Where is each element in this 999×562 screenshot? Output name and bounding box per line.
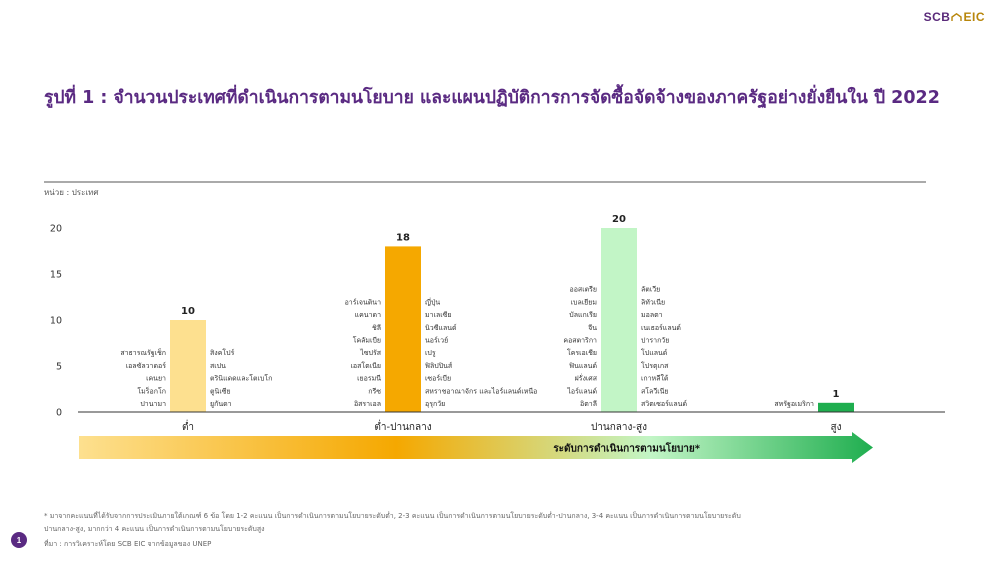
country-label: ตรินิแดดและโตเบโก: [210, 374, 272, 383]
country-label: ออสเตรีย: [570, 286, 597, 294]
bar: [170, 320, 206, 412]
country-label: สหรัฐอเมริกา: [774, 400, 814, 408]
bar: [818, 402, 854, 412]
x-category-label: สูง: [831, 422, 842, 433]
country-label: เนเธอร์แลนด์: [641, 324, 681, 332]
country-label: ลิทัวเนีย: [641, 298, 665, 306]
country-label: นอร์เวย์: [425, 337, 448, 345]
country-label: เยอรมนี: [357, 375, 381, 383]
country-label: สวิตเซอร์แลนด์: [641, 400, 687, 408]
country-label: เอลซัลวาดอร์: [126, 362, 167, 370]
y-tick-label: 15: [50, 270, 62, 281]
country-label: ฟิลิปปินส์: [425, 362, 453, 370]
x-category-label: ปานกลาง-สูง: [591, 422, 647, 433]
country-label: สโลวีเนีย: [641, 386, 669, 395]
source-note: ที่มา : การวิเคราะห์โดย SCB EIC จากข้อมู…: [44, 540, 212, 548]
country-label: เกาหลีใต้: [641, 374, 669, 383]
bar-value-label: 1: [833, 389, 840, 400]
country-label: เอสโตเนีย: [351, 361, 381, 370]
country-label: โมร็อกโก: [137, 386, 166, 395]
brand-logo: SCB EIC: [924, 10, 985, 24]
x-category-label: ต่ำ: [182, 419, 194, 433]
country-label: ยูกันดา: [210, 400, 232, 408]
brand-suffix: EIC: [963, 10, 985, 24]
bar-value-label: 10: [181, 306, 195, 317]
page-number: 1: [11, 532, 27, 548]
bar-value-label: 20: [612, 214, 626, 225]
country-label: ฝรั่งเศส: [575, 374, 598, 383]
country-label: เซอร์เบีย: [425, 375, 451, 383]
country-label: เคนยา: [146, 375, 166, 383]
country-label: ตูนิเซีย: [210, 387, 231, 395]
country-label: ลัตเวีย: [641, 286, 660, 294]
bar: [601, 228, 637, 412]
country-label: ไอร์แลนด์: [566, 386, 597, 395]
footnote: * มาจากคะแนนที่ได้รับจากการประเมินภายใต้…: [44, 512, 741, 533]
bar: [385, 246, 421, 412]
country-label: สเปน: [210, 362, 226, 370]
country-label: เปรู: [425, 349, 436, 357]
country-label: โปแลนด์: [641, 348, 667, 357]
country-label: เบลเยียม: [571, 298, 597, 306]
y-tick-label: 20: [50, 224, 62, 235]
country-label: มาเลเซีย: [425, 311, 451, 319]
country-label: โครเอเชีย: [567, 348, 597, 357]
y-tick-label: 0: [56, 408, 62, 419]
country-label: อิสราเอล: [354, 400, 381, 408]
country-label: สหราชอาณาจักร และไอร์แลนด์เหนือ: [425, 386, 537, 395]
country-label: จีน: [588, 324, 597, 332]
level-arrow: [79, 432, 873, 463]
country-label: ชิลี: [372, 324, 381, 332]
country-label: คอสตาริกา: [563, 337, 597, 345]
country-label: กรีซ: [368, 387, 381, 395]
x-category-label: ต่ำ-ปานกลาง: [374, 419, 431, 433]
arrow-label: ระดับการดำเนินการตามนโยบาย*: [553, 442, 700, 455]
country-label: บัลแกเรีย: [569, 311, 597, 319]
country-label: สิงคโปร์: [210, 348, 235, 357]
country-label: โคลัมเบีย: [353, 336, 381, 345]
country-label: อาร์เจนตินา: [345, 298, 382, 306]
country-label: ปารากวัย: [641, 337, 669, 345]
country-label: แคนาดา: [355, 311, 381, 319]
bar-value-label: 18: [396, 232, 410, 243]
country-label: ไซปรัส: [359, 348, 381, 357]
country-label: โปรตุเกส: [641, 361, 669, 370]
country-label: นิวซีแลนด์: [425, 324, 457, 332]
y-tick-label: 10: [50, 316, 62, 327]
country-label: สาธารณรัฐเช็ก: [120, 348, 166, 357]
country-label: อุรุกวัย: [425, 400, 445, 408]
country-label: ญี่ปุ่น: [425, 297, 440, 306]
brand-prefix: SCB: [923, 10, 951, 24]
y-tick-label: 5: [56, 362, 62, 373]
house-icon: [951, 12, 963, 21]
country-label: ปานามา: [140, 400, 166, 408]
chart-title: รูปที่ 1 : จำนวนประเทศที่ดำเนินการตามนโย…: [44, 88, 940, 108]
country-label: ฟินแลนด์: [569, 362, 597, 370]
country-label: อิตาลี: [580, 400, 597, 408]
country-label: มอลตา: [641, 311, 663, 319]
unit-label: หน่วย : ประเทศ: [44, 188, 98, 197]
